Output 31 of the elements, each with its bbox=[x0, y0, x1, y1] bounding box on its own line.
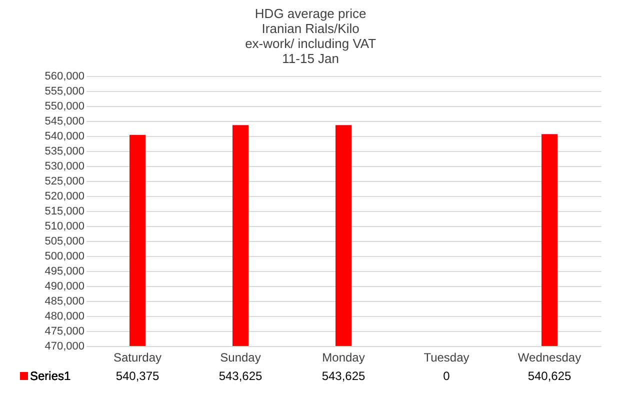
data-label: 540,375 bbox=[116, 369, 160, 383]
y-tick-label: 555,000 bbox=[44, 86, 84, 98]
y-tick-label: 470,000 bbox=[44, 340, 84, 352]
y-tick-label: 495,000 bbox=[44, 266, 84, 278]
y-tick-label: 520,000 bbox=[44, 190, 84, 202]
y-tick-label: 490,000 bbox=[44, 280, 84, 292]
y-tick-label: 560,000 bbox=[44, 70, 84, 82]
y-tick-label: 500,000 bbox=[44, 250, 84, 262]
y-tick-label: 485,000 bbox=[44, 296, 84, 308]
y-tick-label: 505,000 bbox=[44, 236, 84, 248]
y-tick-label: 530,000 bbox=[44, 160, 84, 172]
y-tick-label: 510,000 bbox=[44, 220, 84, 232]
y-tick-label: 475,000 bbox=[44, 326, 84, 338]
text: 0 bbox=[443, 369, 450, 383]
y-tick-label: 540,000 bbox=[44, 130, 84, 142]
data-label: 540,625 bbox=[528, 369, 572, 383]
x-tick-label: Tuesday bbox=[424, 350, 470, 364]
legend-label: Series1 bbox=[30, 369, 72, 383]
x-tick-label: Monday bbox=[322, 350, 365, 364]
x-tick-label: Saturday bbox=[113, 350, 162, 364]
chart-title: HDG average price Iranian Rials/Kilo ex-work/ including VAT 11-15 Jan bbox=[245, 6, 376, 66]
y-tick-label: 535,000 bbox=[44, 146, 84, 158]
x-tick-label: Wednesday bbox=[518, 350, 582, 364]
x-tick-label: Sunday bbox=[220, 350, 261, 364]
y-tick-label: 480,000 bbox=[44, 310, 84, 322]
data-label: 543,625 bbox=[322, 369, 366, 383]
y-tick-label: 550,000 bbox=[44, 100, 84, 112]
data-label: 543,625 bbox=[218, 369, 263, 383]
y-tick-label: 515,000 bbox=[44, 206, 84, 218]
y-tick-label: 525,000 bbox=[44, 176, 84, 188]
y-tick-label: 545,000 bbox=[44, 116, 84, 128]
